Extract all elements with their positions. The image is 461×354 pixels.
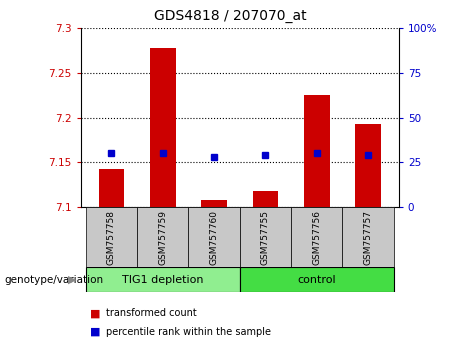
Bar (99, 169, 124, 207)
Bar (86, 207, 137, 267)
Bar (189, 207, 240, 267)
Bar (201, 200, 227, 207)
Text: GSM757757: GSM757757 (363, 210, 372, 265)
Text: GDS4818 / 207070_at: GDS4818 / 207070_at (154, 9, 307, 23)
Bar (253, 191, 278, 207)
Text: GSM757760: GSM757760 (210, 210, 219, 265)
Bar (86, 267, 240, 292)
Bar (291, 207, 343, 267)
Bar (240, 267, 394, 292)
Text: transformed count: transformed count (106, 308, 197, 318)
Bar (240, 207, 291, 267)
Text: GSM757759: GSM757759 (158, 210, 167, 265)
Text: ■: ■ (90, 327, 100, 337)
Text: TIG1 depletion: TIG1 depletion (122, 275, 203, 285)
Bar (304, 95, 330, 207)
Text: GSM757756: GSM757756 (312, 210, 321, 265)
Text: genotype/variation: genotype/variation (5, 275, 104, 285)
Text: percentile rank within the sample: percentile rank within the sample (106, 327, 271, 337)
Bar (355, 124, 381, 207)
Text: control: control (297, 275, 336, 285)
Text: GSM757758: GSM757758 (107, 210, 116, 265)
Bar (343, 207, 394, 267)
Bar (150, 48, 176, 207)
Text: ■: ■ (90, 308, 100, 318)
Text: GSM757755: GSM757755 (261, 210, 270, 265)
Bar (137, 207, 189, 267)
Text: ▶: ▶ (68, 275, 76, 285)
